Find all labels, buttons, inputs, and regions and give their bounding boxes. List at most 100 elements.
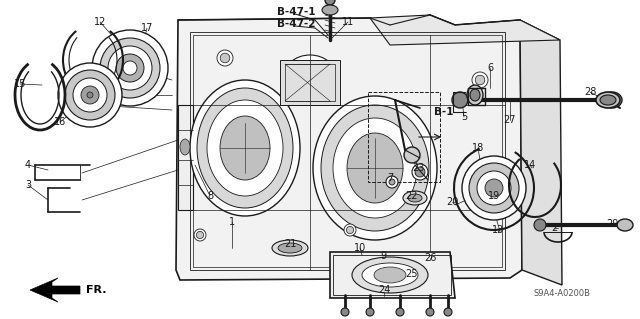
Ellipse shape xyxy=(298,69,322,91)
Text: 10: 10 xyxy=(354,243,366,253)
Ellipse shape xyxy=(403,191,427,205)
Ellipse shape xyxy=(333,118,417,218)
Ellipse shape xyxy=(58,63,122,127)
Ellipse shape xyxy=(374,267,406,283)
Ellipse shape xyxy=(617,219,633,231)
Bar xyxy=(285,64,335,101)
Ellipse shape xyxy=(65,70,115,120)
Polygon shape xyxy=(330,252,455,298)
Ellipse shape xyxy=(389,179,395,185)
Text: 18: 18 xyxy=(472,143,484,153)
Polygon shape xyxy=(178,105,193,210)
Text: 5: 5 xyxy=(461,112,467,122)
Text: 12: 12 xyxy=(94,17,106,27)
Ellipse shape xyxy=(196,231,204,239)
Ellipse shape xyxy=(81,86,99,104)
Text: 9: 9 xyxy=(380,251,386,261)
Ellipse shape xyxy=(477,171,511,205)
Bar xyxy=(193,35,502,267)
Ellipse shape xyxy=(404,147,420,163)
Text: 3: 3 xyxy=(25,180,31,190)
Ellipse shape xyxy=(272,240,308,256)
Ellipse shape xyxy=(412,164,428,180)
Ellipse shape xyxy=(73,78,107,112)
Bar xyxy=(333,255,451,295)
Ellipse shape xyxy=(475,75,485,85)
Text: 1: 1 xyxy=(229,217,235,227)
Ellipse shape xyxy=(352,257,428,293)
Text: 23: 23 xyxy=(412,163,424,173)
Ellipse shape xyxy=(362,263,418,287)
Text: 19: 19 xyxy=(488,191,500,201)
Ellipse shape xyxy=(470,89,480,101)
Ellipse shape xyxy=(325,0,335,5)
Ellipse shape xyxy=(408,194,422,202)
Text: B-47-2: B-47-2 xyxy=(276,19,316,29)
Bar xyxy=(368,92,440,182)
Text: 21: 21 xyxy=(284,239,296,249)
Ellipse shape xyxy=(197,88,293,208)
Text: 6: 6 xyxy=(487,63,493,73)
Ellipse shape xyxy=(477,158,497,178)
Text: 27: 27 xyxy=(504,115,516,125)
Ellipse shape xyxy=(602,92,622,108)
Ellipse shape xyxy=(534,219,546,231)
Ellipse shape xyxy=(426,308,434,316)
Ellipse shape xyxy=(180,139,190,155)
Ellipse shape xyxy=(462,156,526,220)
Text: 24: 24 xyxy=(378,285,390,295)
Bar xyxy=(280,60,340,105)
Ellipse shape xyxy=(190,80,300,216)
Ellipse shape xyxy=(452,92,468,108)
Ellipse shape xyxy=(481,162,493,174)
Text: 8: 8 xyxy=(207,191,213,201)
Text: 25: 25 xyxy=(406,269,419,279)
Ellipse shape xyxy=(600,95,616,105)
Ellipse shape xyxy=(194,229,206,241)
Ellipse shape xyxy=(346,226,354,234)
Ellipse shape xyxy=(92,30,168,106)
Ellipse shape xyxy=(290,62,330,98)
Text: 16: 16 xyxy=(54,117,66,127)
Ellipse shape xyxy=(220,53,230,63)
Ellipse shape xyxy=(207,100,283,196)
Ellipse shape xyxy=(596,92,620,108)
Text: S9A4-A0200B: S9A4-A0200B xyxy=(534,288,591,298)
Ellipse shape xyxy=(282,55,338,105)
Polygon shape xyxy=(370,15,560,45)
Ellipse shape xyxy=(278,243,302,253)
Text: 2: 2 xyxy=(551,223,557,233)
Text: B-47-1: B-47-1 xyxy=(276,7,316,17)
Text: 22: 22 xyxy=(406,191,419,201)
Text: 7: 7 xyxy=(387,173,393,183)
Ellipse shape xyxy=(341,308,349,316)
Text: 14: 14 xyxy=(524,160,536,170)
Text: 26: 26 xyxy=(424,253,436,263)
Polygon shape xyxy=(520,20,562,285)
Ellipse shape xyxy=(485,179,503,197)
Ellipse shape xyxy=(469,163,519,213)
Text: B-1: B-1 xyxy=(435,107,454,117)
Ellipse shape xyxy=(472,72,488,88)
Ellipse shape xyxy=(415,167,425,177)
Ellipse shape xyxy=(87,92,93,98)
Ellipse shape xyxy=(322,5,338,15)
Text: 29: 29 xyxy=(606,219,618,229)
Text: 11: 11 xyxy=(342,17,354,27)
Text: 20: 20 xyxy=(446,197,458,207)
Ellipse shape xyxy=(321,105,429,231)
Ellipse shape xyxy=(217,50,233,66)
Ellipse shape xyxy=(347,133,403,203)
Text: 17: 17 xyxy=(141,23,153,33)
Ellipse shape xyxy=(444,308,452,316)
Ellipse shape xyxy=(116,54,144,82)
Text: 28: 28 xyxy=(584,87,596,97)
Text: 13: 13 xyxy=(492,225,504,235)
Ellipse shape xyxy=(220,116,270,180)
Ellipse shape xyxy=(313,96,437,240)
Polygon shape xyxy=(176,15,522,280)
Ellipse shape xyxy=(123,61,137,75)
Text: 15: 15 xyxy=(14,79,26,89)
Ellipse shape xyxy=(344,224,356,236)
Ellipse shape xyxy=(108,46,152,90)
